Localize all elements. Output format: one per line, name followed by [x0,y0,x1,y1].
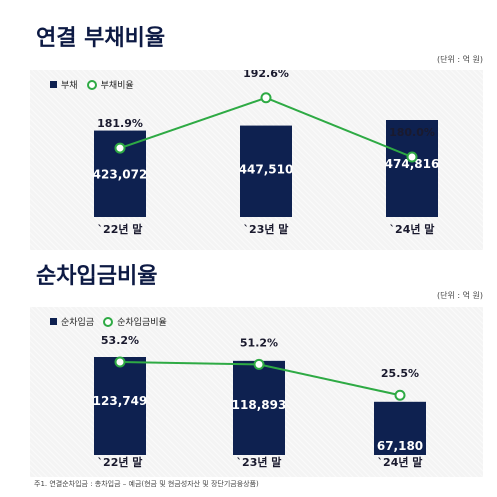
bar-value-label-1: 118,893 [232,398,287,412]
ratio-point-1 [260,92,272,104]
bar-2 [386,120,438,217]
category-label-1: `23년 말 [244,222,289,236]
ratio-point-0 [114,142,126,154]
ratio-label-0: 53.2% [101,334,139,347]
ratio-point-0 [114,356,126,368]
ratio-point-1 [253,358,265,370]
legend-bar-label: 순차입금 [61,318,95,328]
ratio-label-2: 25.5% [381,367,419,380]
legend-bar-label: 부채 [61,81,78,91]
footnote: 주1. 연결순차입금 : 총차입금 – 예금(현금 및 현금성자산 및 장단기금… [34,480,259,488]
legend-line-swatch [103,316,114,327]
bar-value-label-0: 423,072 [93,168,148,182]
chart2-panel: 순차입금 순차입금비율 123,749 `22년 말 118,893 `23년 말 67… [30,307,483,477]
bar-value-label-1: 447,510 [239,163,294,177]
bar-1 [240,125,292,217]
ratio-label-1: 192.6% [243,70,289,80]
legend-line-label: 부채비율 [100,81,134,91]
chart1-plot: 423,072 `22년 말 447,510 `23년 말 474,816 `24년 말 1… [93,70,440,236]
bar-1 [233,360,285,455]
ratio-point-2 [394,389,406,401]
chart1-unit-label: (단위 : 억 원) [436,55,483,64]
category-label-2: `24년 말 [378,455,423,469]
ratio-label-1: 51.2% [240,336,278,349]
ratio-label-0: 181.9% [97,117,143,130]
bar-2 [374,401,426,455]
category-label-2: `24년 말 [390,222,435,236]
chart1-legend: 부채 부채비율 [50,78,134,91]
bar-value-label-0: 123,749 [93,394,148,408]
chart2-unit-label: (단위 : 억 원) [436,291,483,300]
chart1-title: 연결 부채비율 [36,26,166,51]
chart1-panel: 부채 부채비율 423,072 `22년 말 447,510 `23년 말 474,81… [30,70,483,250]
legend-bar-swatch [50,81,57,88]
legend-line-swatch [86,79,97,90]
ratio-point-2 [406,151,418,163]
legend-bar-swatch [50,318,57,325]
ratio-label-2: 180.0% [389,126,435,139]
chart2-legend: 순차입금 순차입금비율 [50,315,167,328]
bar-value-label-2: 474,816 [385,157,440,171]
legend-line-label: 순차입금비율 [117,318,167,328]
category-label-0: `22년 말 [98,222,143,236]
chart2-title: 순차입금비율 [36,264,158,289]
bar-0 [94,357,146,455]
category-label-1: `23년 말 [237,455,282,469]
bar-value-label-2: 67,180 [377,439,423,453]
chart2-plot: 123,749 `22년 말 118,893 `23년 말 67,180 `24년 말 53… [93,334,426,469]
category-label-0: `22년 말 [98,455,143,469]
